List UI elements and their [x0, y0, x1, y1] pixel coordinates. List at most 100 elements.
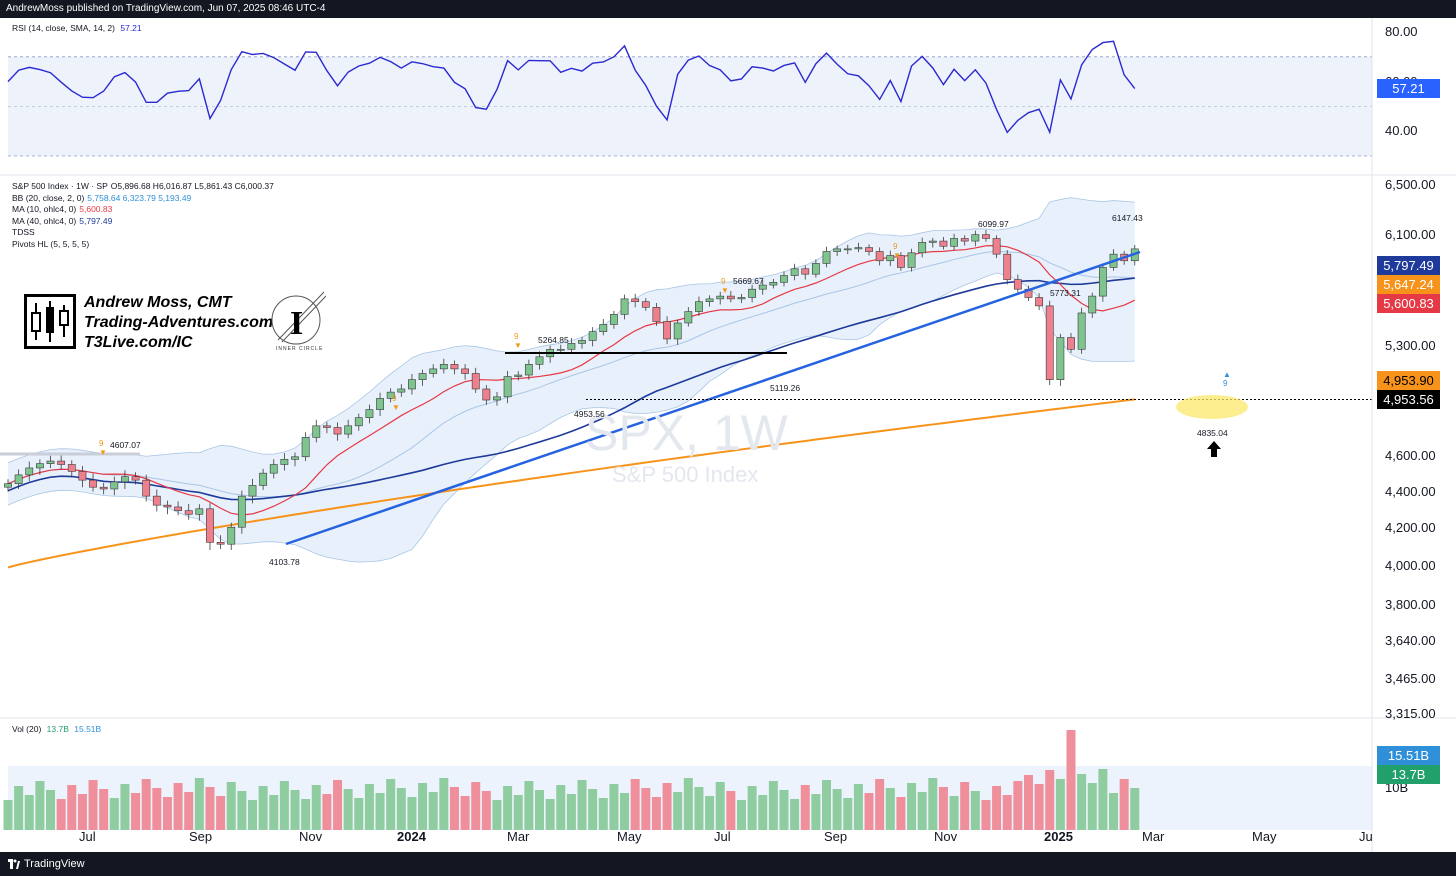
volume-bar — [822, 780, 832, 830]
volume-bar — [131, 793, 141, 830]
chart-canvas[interactable] — [0, 18, 1456, 852]
volume-bar — [556, 785, 566, 830]
volume-bar — [524, 781, 534, 830]
volume-bar — [99, 789, 109, 830]
volume-bar — [162, 797, 172, 830]
candle-body — [854, 247, 863, 250]
candle-body — [918, 242, 927, 254]
rsi-legend-label: RSI (14, close, SMA, 14, 2) — [12, 23, 115, 33]
bollinger-band-fill — [8, 197, 1135, 563]
price-axis-label: 4,000.00 — [1385, 558, 1436, 573]
candle-body — [312, 425, 321, 438]
ma200-badge: 5,647.24 — [1377, 275, 1440, 294]
pivot-label: 4835.04 — [1197, 428, 1228, 438]
candle-body — [280, 459, 289, 465]
candle-body — [716, 295, 725, 300]
candle-body — [960, 238, 969, 242]
time-axis-label: Ju — [1359, 829, 1373, 844]
volume-bar — [609, 784, 619, 830]
candle-body — [46, 460, 55, 464]
time-axis-label: Nov — [299, 829, 323, 844]
pivot-label: 5119.26 — [770, 383, 801, 393]
volume-bar — [24, 795, 34, 830]
legend-pivots-label: Pivots HL (5, 5, 5, 5) — [12, 238, 90, 249]
candle-body — [110, 481, 119, 490]
ma40-badge: 5,797.49 — [1377, 256, 1440, 275]
candle-body — [992, 238, 1001, 255]
price-axis-label: 4,600.00 — [1385, 448, 1436, 463]
volume-bar — [184, 792, 194, 830]
candle-body — [354, 417, 363, 427]
volume-bar — [736, 800, 746, 830]
candle-body — [429, 368, 438, 374]
svg-text:I: I — [290, 305, 303, 342]
volume-bar — [588, 789, 598, 830]
candle-body — [971, 234, 980, 242]
candle-body — [1088, 295, 1097, 314]
volume-bar — [279, 781, 289, 830]
highlight-ellipse — [1176, 395, 1248, 419]
rsi-legend: RSI (14, close, SMA, 14, 2) 57.21 — [12, 23, 142, 35]
volume-bar — [290, 790, 300, 830]
volume-bar — [14, 786, 24, 830]
rsi-axis-label-40: 40.00 — [1385, 123, 1418, 138]
volume-legend-value-2: 15.51B — [74, 724, 102, 734]
candle-body — [89, 479, 97, 488]
legend-row-tdss: TDSS — [12, 227, 274, 239]
footer-bar: TradingView — [0, 852, 1456, 876]
legend-ohlc-value: O5,896.68 H6,016.87 L5,861.43 C6,000.37 — [110, 181, 274, 191]
time-axis-label: Jul — [714, 829, 731, 844]
volume-bar — [800, 785, 810, 830]
volume-bar — [535, 790, 544, 830]
volume-bar — [853, 784, 863, 830]
legend-ma10-label: MA (10, ohlc4, 0) — [12, 204, 77, 214]
rsi-line — [7, 40, 1136, 135]
candle-body — [1056, 337, 1065, 380]
candle-body — [780, 275, 788, 283]
volume-bar — [864, 793, 874, 830]
name-watermark: S&P 500 Index — [612, 462, 759, 487]
rsi-current-badge: 57.21 — [1377, 79, 1440, 98]
candle-body — [567, 343, 576, 350]
time-axis-label: Nov — [934, 829, 958, 844]
ma40-line — [7, 277, 1135, 501]
candle-body — [726, 295, 735, 300]
candle-body — [631, 298, 640, 302]
pivot-label: 4607.07 — [110, 440, 141, 450]
candle-body — [684, 311, 693, 324]
volume-bar — [460, 796, 470, 830]
price-axis-label: 6,100.00 — [1385, 227, 1436, 242]
candle-body — [131, 476, 140, 481]
volume-bar — [152, 788, 162, 830]
volume-bar — [1055, 779, 1065, 830]
volume-bar — [46, 790, 56, 830]
volume-bar — [226, 782, 236, 830]
publisher-text: AndrewMoss published on TradingView.com,… — [6, 3, 326, 14]
candle-body — [493, 396, 501, 401]
pivot-label: 5669.67 — [733, 276, 764, 286]
volume-bar — [449, 787, 459, 830]
price-legend: S&P 500 Index · 1W · SP O5,896.68 H6,016.… — [12, 181, 274, 250]
volume-bar — [471, 782, 481, 830]
volume-bar — [566, 794, 576, 830]
volume-bar — [311, 785, 321, 830]
volume-bar — [343, 789, 353, 830]
candle-body — [950, 238, 958, 247]
volume-bar — [938, 787, 948, 830]
volume-avg-badge: 15.51B — [1377, 746, 1440, 765]
candle-body — [833, 248, 842, 252]
candle-body — [35, 463, 44, 469]
volume-bar — [747, 786, 757, 830]
candle-body — [67, 464, 76, 472]
volume-bar — [269, 795, 279, 830]
volume-bar — [928, 778, 938, 830]
volume-bar — [492, 800, 502, 830]
volume-bar — [662, 783, 672, 830]
volume-bar — [726, 791, 736, 830]
candle-body — [535, 356, 544, 365]
candle-body — [1098, 267, 1107, 297]
td-count-9-buy: ▲ 9 — [1223, 370, 1231, 388]
volume-bar — [109, 798, 119, 830]
candle-body — [4, 483, 12, 488]
candle-body — [471, 373, 480, 390]
